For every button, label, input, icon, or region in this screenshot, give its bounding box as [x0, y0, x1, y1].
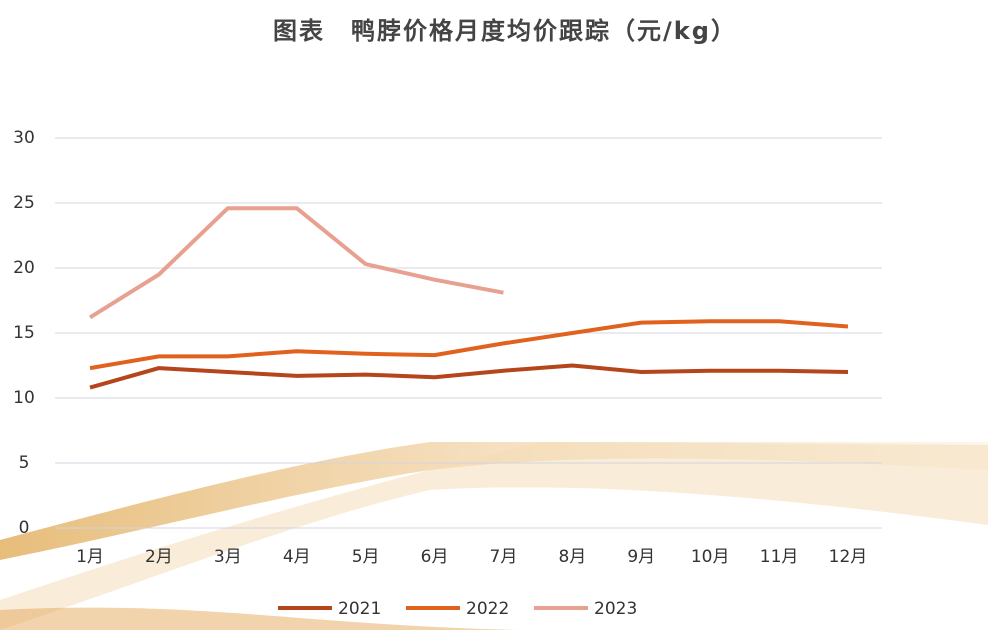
legend-label: 2022	[466, 599, 509, 619]
y-tick-label: 0	[19, 518, 30, 538]
y-tick-label: 15	[13, 323, 35, 343]
line-series	[89, 319, 849, 371]
line-series	[89, 363, 849, 390]
y-tick-label: 30	[13, 128, 35, 148]
x-tick-label: 5月	[352, 547, 380, 567]
legend-label: 2021	[338, 599, 381, 619]
line-series	[88, 206, 504, 320]
y-tick-label: 5	[19, 453, 30, 473]
legend-label: 2023	[594, 599, 637, 619]
x-tick-label: 8月	[558, 547, 586, 567]
x-tick-label: 1月	[76, 547, 104, 567]
x-tick-label: 7月	[490, 547, 518, 567]
decoration	[0, 442, 988, 630]
chart-title: 图表 鸭脖价格月度均价跟踪（元/kg）	[273, 17, 737, 45]
x-tick-label: 4月	[283, 547, 311, 567]
x-tick-label: 2月	[145, 547, 173, 567]
x-tick-label: 9月	[627, 547, 655, 567]
x-tick-label: 6月	[421, 547, 449, 567]
x-tick-label: 10月	[691, 547, 730, 567]
x-tick-label: 12月	[829, 547, 868, 567]
x-tick-label: 3月	[214, 547, 242, 567]
x-tick-label: 11月	[760, 547, 799, 567]
y-tick-label: 20	[13, 258, 35, 278]
y-tick-label: 25	[13, 193, 35, 213]
y-tick-label: 10	[13, 388, 35, 408]
